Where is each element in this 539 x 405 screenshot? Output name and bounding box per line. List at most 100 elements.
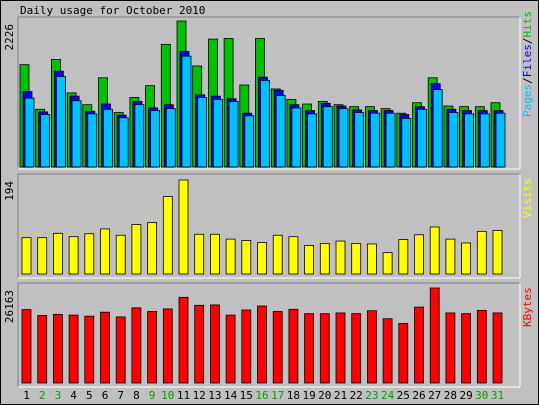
x-label-day-2: 2	[39, 389, 46, 402]
bar-pages-day-3	[56, 76, 66, 168]
legend-hits: Hits	[521, 11, 534, 38]
y-tick-kbytes: 26163	[3, 290, 16, 323]
bars-visits	[21, 179, 503, 275]
x-axis-day-labels: 1 2 3 4 5 6 7 8 9 10 11 12 13 14 15 16 17 18 19 20 21 22 23 24 2…	[23, 389, 504, 402]
x-label-day-10: 10	[161, 389, 174, 402]
x-label-day-19: 19	[302, 389, 315, 402]
x-label-day-12: 12	[193, 389, 206, 402]
bar-kbytes-day-29	[461, 313, 472, 384]
bar-kbytes-day-19	[304, 313, 315, 384]
legend-sep-2: /	[521, 38, 534, 45]
bar-visits-day-15	[241, 240, 252, 275]
bar-pages-day-25	[401, 118, 412, 168]
x-label-day-16: 16	[255, 389, 268, 402]
bar-kbytes-day-6	[100, 311, 110, 384]
bar-pages-day-17	[275, 95, 286, 168]
bar-kbytes-day-8	[131, 307, 142, 384]
bar-pages-day-31	[495, 112, 506, 168]
bars-hits-files-pages	[19, 20, 506, 168]
legend-visits: Visits	[521, 178, 534, 218]
x-label-day-21: 21	[334, 389, 347, 402]
bar-visits-day-19	[304, 245, 315, 275]
bar-visits-day-27	[429, 226, 440, 275]
x-label-day-5: 5	[86, 389, 93, 402]
y-tick-hits: 2226	[3, 24, 16, 51]
bar-kbytes-day-15	[241, 309, 252, 384]
bar-kbytes-day-1	[21, 309, 32, 384]
bar-visits-day-20	[319, 243, 330, 275]
bar-kbytes-day-31	[492, 312, 503, 384]
bar-pages-day-10	[165, 108, 176, 168]
legend-sep-1: /	[521, 77, 534, 84]
bar-visits-day-30	[476, 230, 487, 275]
legend-hits-files-pages: Pages/Files/Hits	[521, 11, 534, 117]
bar-kbytes-day-28	[445, 312, 456, 384]
bar-kbytes-day-4	[68, 314, 79, 384]
x-label-day-9: 9	[149, 389, 156, 402]
bar-pages-day-28	[448, 112, 459, 168]
bar-visits-day-5	[84, 233, 95, 275]
bar-visits-day-24	[382, 252, 393, 275]
bar-kbytes-day-30	[476, 309, 487, 384]
bar-pages-day-23	[369, 112, 380, 168]
bar-pages-day-1	[24, 97, 35, 168]
bar-kbytes-day-13	[209, 304, 220, 384]
x-label-day-30: 30	[475, 389, 488, 402]
x-label-day-28: 28	[444, 389, 457, 402]
bar-kbytes-day-3	[53, 313, 63, 384]
bar-kbytes-day-2	[37, 315, 48, 384]
bar-visits-day-13	[209, 233, 220, 275]
bar-visits-day-12	[194, 233, 205, 275]
bar-kbytes-day-5	[84, 315, 95, 384]
x-label-day-13: 13	[208, 389, 221, 402]
bar-kbytes-day-23	[366, 310, 377, 384]
bar-visits-day-18	[288, 236, 299, 275]
bar-pages-day-13	[212, 99, 223, 168]
bar-kbytes-day-22	[351, 313, 362, 384]
chart-title: Daily usage for October 2010	[20, 4, 205, 17]
bar-pages-day-22	[354, 112, 365, 168]
bar-pages-day-15	[244, 115, 255, 168]
bar-pages-day-12	[197, 97, 208, 168]
y-tick-visits: 194	[3, 181, 16, 201]
bar-kbytes-day-25	[398, 323, 409, 384]
bar-pages-day-18	[291, 107, 302, 168]
bar-kbytes-day-10	[162, 308, 173, 384]
x-label-day-3: 3	[55, 389, 62, 402]
x-label-day-1: 1	[23, 389, 30, 402]
bar-pages-day-20	[322, 106, 333, 168]
x-label-day-27: 27	[428, 389, 441, 402]
bar-pages-day-7	[118, 117, 129, 168]
x-label-day-14: 14	[224, 389, 238, 402]
x-label-day-26: 26	[412, 389, 425, 402]
bar-visits-day-10	[162, 196, 173, 275]
x-label-day-31: 31	[491, 389, 504, 402]
x-label-day-20: 20	[318, 389, 331, 402]
bar-visits-day-26	[414, 234, 424, 275]
x-label-day-18: 18	[287, 389, 300, 402]
x-label-day-17: 17	[271, 389, 284, 402]
bar-visits-day-23	[366, 243, 377, 275]
bar-visits-day-25	[398, 239, 409, 275]
bar-kbytes-day-11	[178, 296, 189, 384]
legend-kbytes: KBytes	[521, 287, 534, 327]
bar-visits-day-28	[445, 238, 456, 275]
bar-pages-day-27	[432, 89, 443, 168]
bar-pages-day-14	[228, 101, 239, 168]
bar-visits-day-7	[115, 234, 126, 275]
bar-visits-day-3	[53, 232, 63, 275]
bar-visits-day-21	[335, 240, 346, 275]
bar-pages-day-29	[464, 113, 475, 168]
bar-kbytes-day-14	[225, 314, 236, 384]
bar-kbytes-day-7	[115, 316, 126, 384]
bar-kbytes-day-18	[288, 308, 299, 384]
bar-kbytes-day-20	[319, 313, 330, 384]
bar-visits-day-16	[257, 242, 267, 275]
x-label-day-15: 15	[240, 389, 253, 402]
x-label-day-8: 8	[133, 389, 140, 402]
x-label-day-24: 24	[381, 389, 395, 402]
bars-kbytes	[21, 287, 503, 384]
bar-visits-day-1	[21, 237, 32, 275]
bar-visits-day-17	[272, 234, 283, 275]
